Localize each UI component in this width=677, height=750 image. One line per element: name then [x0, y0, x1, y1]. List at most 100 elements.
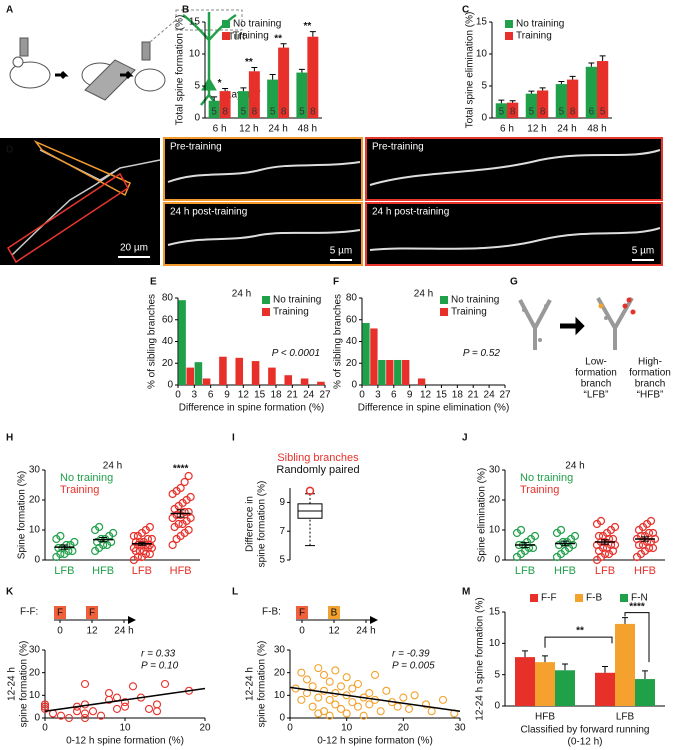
significance: * [218, 78, 222, 89]
data-point [109, 528, 118, 538]
error-bar [137, 541, 146, 546]
error-bar [542, 655, 548, 663]
x-tick-label: 18 [452, 390, 464, 401]
x-tick-label: 0 [359, 390, 365, 401]
error-bar [561, 540, 569, 547]
dot [604, 316, 608, 320]
data-point [143, 534, 152, 544]
panel-letter: B [182, 5, 189, 16]
y-tick-label: 0 [494, 701, 500, 712]
x-tick-label: 24 [303, 390, 315, 401]
data-point [319, 670, 329, 679]
bracket [544, 636, 613, 648]
trend-line [289, 686, 461, 712]
error-bar [240, 87, 247, 92]
data-point [160, 679, 170, 689]
bar [555, 84, 567, 118]
annotation: P < 0.0001 [272, 348, 320, 359]
branch-label: “HFB” [637, 390, 664, 401]
data-point [427, 707, 436, 716]
bar [219, 356, 227, 385]
legend-swatch [440, 308, 448, 316]
data-point [184, 525, 193, 535]
image-overview [0, 138, 160, 265]
bar [208, 100, 220, 118]
data-point [370, 670, 380, 679]
n-label: 5 [299, 107, 305, 118]
roi-red [7, 172, 129, 264]
error-bar [522, 650, 528, 658]
x-tick-label: 3 [375, 390, 381, 401]
data-point [331, 700, 340, 709]
y-tick-label: 60 [162, 314, 174, 325]
x-tick-label: 24 h [557, 124, 576, 135]
timeline-label: F-F: [20, 607, 38, 618]
error-bar [562, 663, 568, 671]
dendrite [167, 229, 361, 246]
error-bar [280, 43, 287, 48]
legend-label: Training [516, 31, 552, 42]
data-point [72, 707, 82, 716]
arrow [55, 70, 69, 80]
panel-letter: A [6, 5, 13, 16]
bar [585, 66, 597, 118]
bar [567, 79, 579, 118]
significance: **** [629, 601, 645, 612]
timeline-tick-label: 0 [57, 626, 63, 637]
data-point [120, 702, 130, 711]
x-tick-label: 20 [398, 723, 410, 734]
error-bar [211, 96, 218, 101]
timeline-tick-label: 24 h [356, 626, 375, 637]
timeline-box-label: B [331, 608, 338, 619]
data-point [145, 522, 154, 532]
y-tick-label: 7 [279, 526, 285, 537]
data-point [314, 693, 323, 702]
arrow-head [575, 316, 585, 336]
data-point [336, 682, 346, 691]
legend-label: F-B [586, 593, 602, 604]
y-tick-label: 80 [346, 293, 358, 304]
n-label: 8 [310, 107, 316, 118]
x-tick-label: 12 [238, 390, 250, 401]
y-tick-label: 10 [29, 525, 41, 536]
legend-label: No training [233, 19, 281, 30]
legend-label: No training [60, 472, 113, 484]
data-point [404, 704, 414, 713]
timeline-tick-label: 12 [328, 626, 340, 637]
x-axis-label: Difference in spine formation (%) [179, 403, 324, 414]
stat-label: r = 0.33 [141, 649, 176, 660]
data-point [376, 707, 385, 716]
dot [630, 309, 636, 315]
error-bar [251, 66, 258, 72]
spine-dots [522, 297, 636, 342]
sibling-value [305, 486, 315, 496]
y-tick-label: 20 [29, 495, 41, 506]
x-tick-label: 3 [192, 390, 198, 401]
timeline-tick-label: 24 h [114, 626, 133, 637]
significance: ** [274, 33, 282, 44]
n-label: 8 [510, 107, 516, 118]
objective [19, 37, 29, 57]
x-tick-label: 24 h [268, 124, 287, 135]
bar [178, 300, 186, 385]
timeline-box [54, 606, 66, 619]
x-tick-label: 48 h [298, 124, 317, 135]
x-tick-label: 12 h [527, 124, 546, 135]
error-bar [309, 31, 316, 37]
data-point [40, 700, 50, 709]
data-point [530, 531, 540, 541]
data-point [40, 702, 50, 711]
data-point [56, 531, 65, 541]
y-tick-label: 10 [489, 525, 501, 536]
x-tick-label: 30 [454, 723, 466, 734]
dendrite [369, 227, 661, 251]
x-tick-label: LFB [515, 565, 535, 577]
data-point [319, 707, 329, 716]
data-point [648, 528, 658, 538]
x-tick-label: 12 [420, 390, 432, 401]
error-bar [539, 87, 546, 91]
bar [317, 381, 325, 385]
tuft-box [175, 9, 243, 31]
x-tick-label: LFB [595, 565, 615, 577]
error-bar [509, 100, 516, 103]
